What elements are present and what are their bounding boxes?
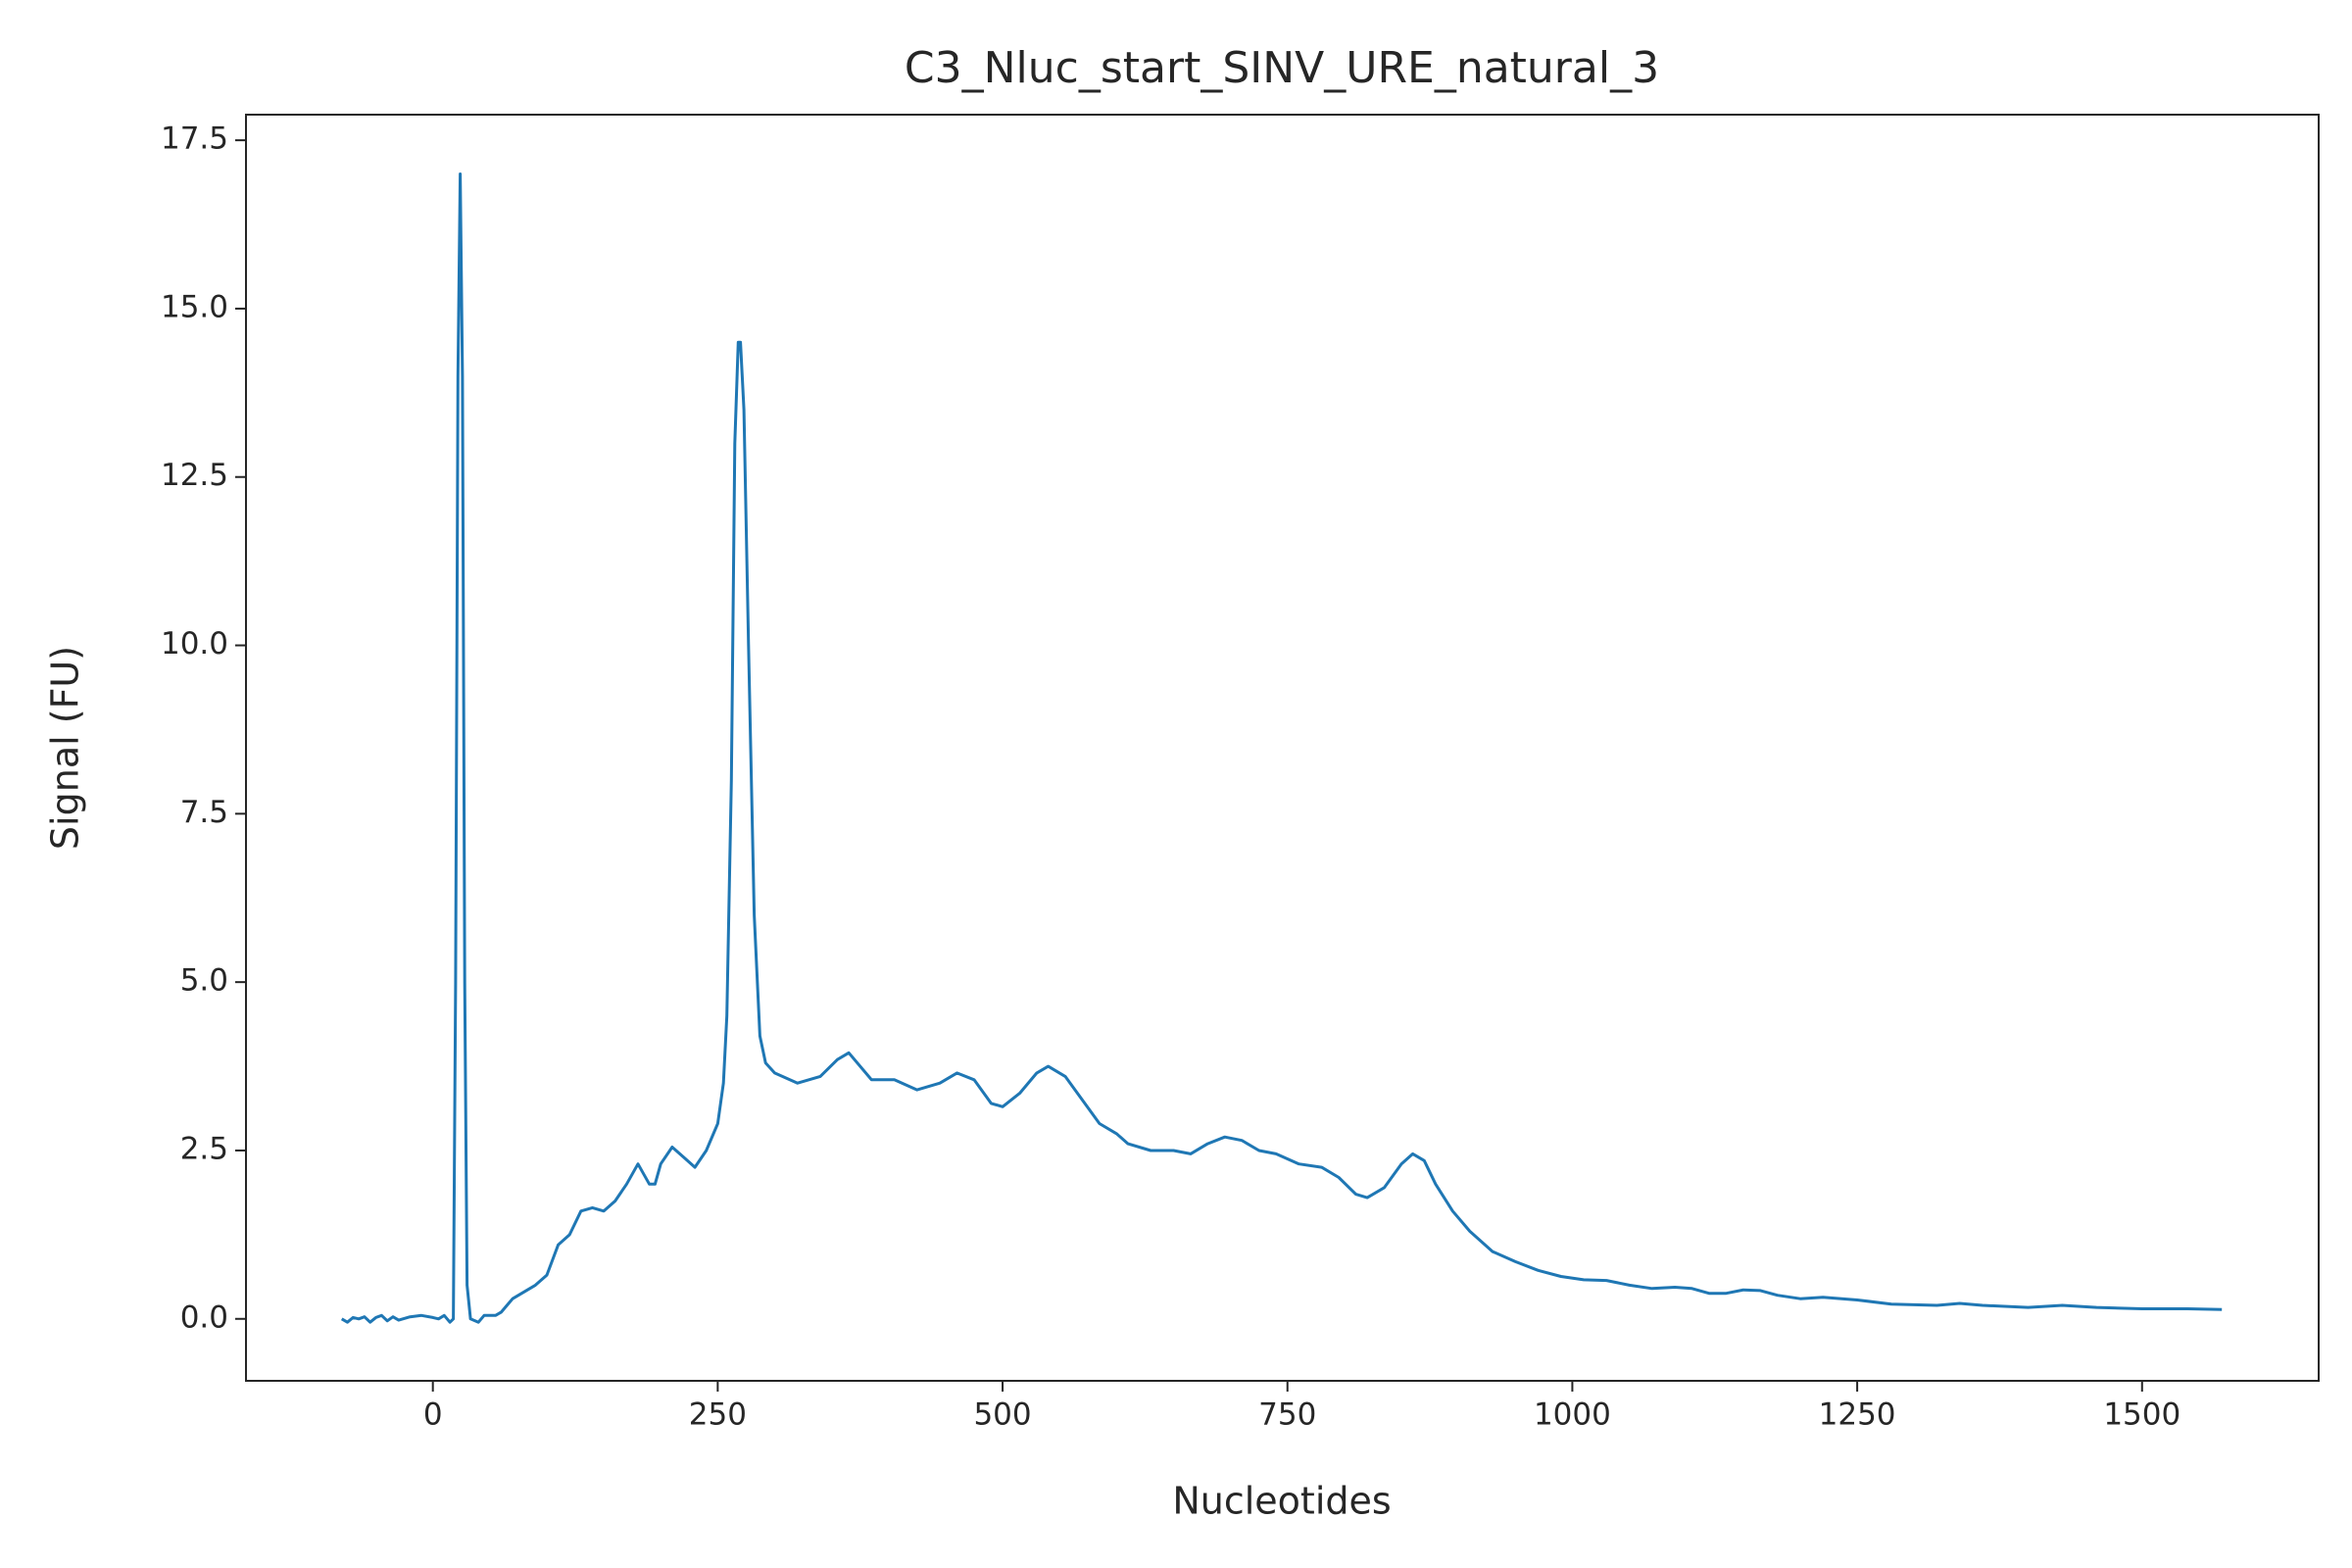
x-tick-label: 500 — [973, 1397, 1031, 1433]
y-tick-label: 7.5 — [180, 795, 228, 830]
y-tick-label: 10.0 — [161, 626, 228, 662]
x-axis-label: Nucleotides — [1172, 1480, 1391, 1523]
x-tick-label: 250 — [689, 1397, 747, 1433]
x-tick-label: 1000 — [1534, 1397, 1611, 1433]
y-tick-label: 0.0 — [180, 1299, 228, 1335]
x-tick-label: 750 — [1258, 1397, 1316, 1433]
data-line — [340, 172, 2223, 1324]
chart-title: C3_Nluc_start_SINV_URE_natural_3 — [905, 43, 1659, 93]
y-tick-label: 2.5 — [180, 1131, 228, 1166]
y-tick-label: 12.5 — [161, 458, 228, 493]
y-tick-label: 15.0 — [161, 289, 228, 324]
plot-frame — [245, 114, 2320, 1382]
x-tick-label: 0 — [423, 1397, 443, 1433]
x-tick-label: 1250 — [1819, 1397, 1896, 1433]
y-axis-label: Signal (FU) — [44, 646, 87, 850]
x-tick-label: 1500 — [2103, 1397, 2180, 1433]
y-tick-label: 5.0 — [180, 963, 228, 999]
y-tick-label: 17.5 — [161, 122, 228, 157]
